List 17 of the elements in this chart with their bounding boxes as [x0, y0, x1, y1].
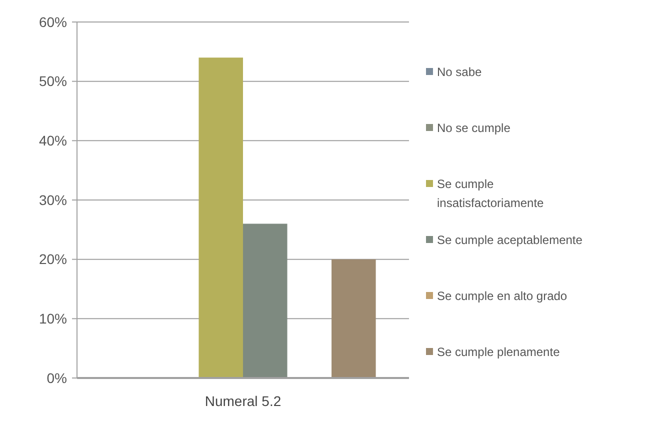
bar [198, 58, 243, 378]
bar [243, 224, 288, 378]
legend-label: Se cumple en alto grado [437, 289, 568, 304]
legend-label: Se cumple insatisfactoriamente [437, 177, 544, 210]
legend-label: Se cumple plenamente [437, 345, 560, 360]
y-tick-label: 20% [38, 251, 67, 268]
bar [332, 259, 376, 378]
y-tick-label: 60% [38, 14, 67, 30]
y-tick-label: 10% [38, 310, 67, 327]
y-tick-label: 50% [38, 73, 67, 90]
y-tick-label: 0% [46, 370, 67, 386]
legend-label: Se cumple aceptablemente [437, 233, 583, 248]
legend-label: No sabe [437, 65, 482, 80]
x-tick-label: Numeral 5.2 [204, 393, 282, 409]
legend-label: No se cumple [437, 121, 511, 136]
y-tick-label: 30% [38, 192, 67, 208]
y-tick-label: 40% [38, 132, 67, 149]
